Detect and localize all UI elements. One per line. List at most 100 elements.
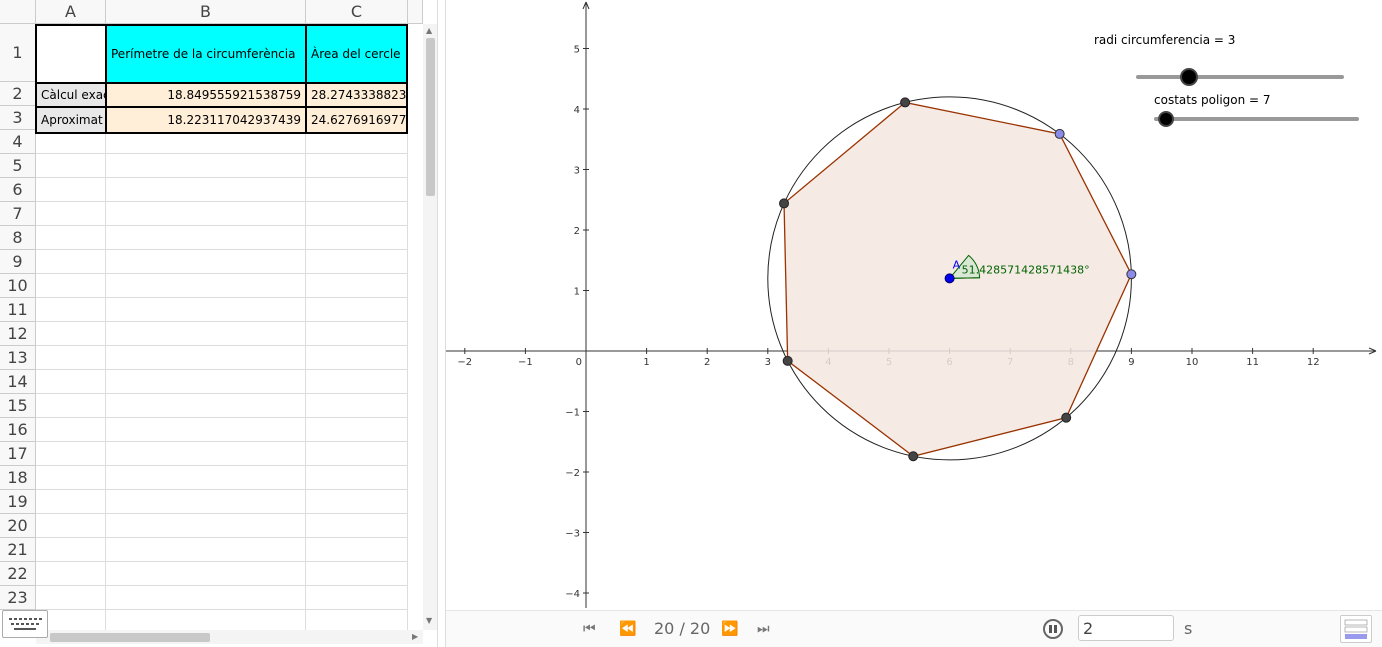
keyboard-icon[interactable] <box>2 610 48 638</box>
row-header-21[interactable]: 21 <box>0 538 36 562</box>
cell-b3[interactable]: 18.223117042937439 <box>105 106 307 134</box>
vertex-point[interactable] <box>1061 412 1072 423</box>
y-tick-label: −4 <box>565 589 580 600</box>
x-tick-label: 1 <box>643 357 649 368</box>
x-tick-label: −1 <box>518 357 533 368</box>
scroll-up-icon[interactable]: ▲ <box>426 26 433 35</box>
x-tick-label: 3 <box>765 357 771 368</box>
animation-toolbar: ⏮ ⏪ 20 / 20 ⏩ ⏭ s <box>446 610 1382 647</box>
row-header-15[interactable]: 15 <box>0 394 36 418</box>
grid-line <box>36 345 407 346</box>
row-header-1[interactable]: 1 <box>0 24 36 82</box>
column-header-b[interactable]: B <box>106 0 306 24</box>
row-header-8[interactable]: 8 <box>0 226 36 250</box>
point-label-a: A <box>953 258 961 271</box>
row-header-4[interactable]: 4 <box>0 130 36 154</box>
row-header-12[interactable]: 12 <box>0 322 36 346</box>
row-header-3[interactable]: 3 <box>0 106 36 130</box>
cell-a3[interactable]: Aproximat <box>35 106 107 134</box>
cell-b1[interactable]: Perímetre de la circumferència <box>105 24 307 84</box>
row-header-14[interactable]: 14 <box>0 370 36 394</box>
row-header-16[interactable]: 16 <box>0 418 36 442</box>
grid-line <box>36 417 407 418</box>
cell-b2[interactable]: 18.849555921538759 <box>105 82 307 108</box>
vertical-scroll-thumb[interactable] <box>426 38 435 196</box>
row-header-10[interactable]: 10 <box>0 274 36 298</box>
slider-sides-knob[interactable] <box>1158 111 1175 127</box>
cell-c1[interactable]: Àrea del cercle <box>305 24 408 84</box>
skip-to-start-icon[interactable]: ⏮ <box>583 621 596 637</box>
row-header-11[interactable]: 11 <box>0 298 36 322</box>
y-tick-label: −2 <box>565 468 580 479</box>
scroll-right-icon[interactable]: ▶ <box>412 632 419 641</box>
row-header-6[interactable]: 6 <box>0 178 36 202</box>
x-axis-arrow-icon <box>1368 347 1377 355</box>
row-header-9[interactable]: 9 <box>0 250 36 274</box>
grid-line <box>36 225 407 226</box>
angle-label: 51.428571428571438° <box>962 263 1090 276</box>
vertical-scrollbar[interactable]: ▲ ▼ <box>423 24 437 630</box>
free-vertex-point[interactable] <box>1126 269 1137 280</box>
y-axis-arrow-icon <box>582 1 590 10</box>
grid-line <box>36 561 407 562</box>
skip-to-end-icon[interactable]: ⏭ <box>757 621 770 637</box>
slider-radius[interactable] <box>1136 68 1344 86</box>
y-tick-label: 4 <box>574 105 580 116</box>
row-header-19[interactable]: 19 <box>0 490 36 514</box>
slider-radius-knob[interactable] <box>1180 68 1198 86</box>
free-vertex-point[interactable] <box>1054 128 1065 139</box>
grid-line <box>36 393 407 394</box>
cell-a1[interactable] <box>35 24 107 84</box>
scroll-down-icon[interactable]: ▼ <box>426 616 433 625</box>
grid-line <box>36 153 407 154</box>
slider-sides[interactable] <box>1154 111 1359 127</box>
grid-line <box>36 489 407 490</box>
pause-icon[interactable] <box>1043 619 1063 639</box>
center-point-a[interactable] <box>944 273 955 284</box>
view-divider[interactable] <box>437 0 446 647</box>
row-header-7[interactable]: 7 <box>0 202 36 226</box>
row-header-2[interactable]: 2 <box>0 82 36 106</box>
row-header-23[interactable]: 23 <box>0 586 36 610</box>
row-header-22[interactable]: 22 <box>0 562 36 586</box>
column-header-c[interactable]: C <box>306 0 408 24</box>
horizontal-scroll-thumb[interactable] <box>50 633 210 642</box>
horizontal-scrollbar[interactable]: ▶ <box>36 630 423 644</box>
algebra-view-icon[interactable] <box>1340 615 1372 643</box>
y-tick-label: −1 <box>565 408 580 419</box>
row-header-13[interactable]: 13 <box>0 346 36 370</box>
cell-c3[interactable]: 24.627691697742 <box>305 106 408 134</box>
grid-line <box>36 297 407 298</box>
row-header-5[interactable]: 5 <box>0 154 36 178</box>
cell-a2[interactable]: Càlcul exacte <box>35 82 107 108</box>
x-tick-label: 12 <box>1307 357 1320 368</box>
step-forward-icon[interactable]: ⏩ <box>721 621 739 637</box>
grid-line <box>36 513 407 514</box>
x-tick-label: 10 <box>1186 357 1199 368</box>
y-tick-label: 1 <box>574 287 580 298</box>
polygon[interactable] <box>783 101 1133 457</box>
vertex-point[interactable] <box>900 97 911 108</box>
speed-unit-label: s <box>1184 619 1193 638</box>
column-header-a[interactable]: A <box>36 0 106 24</box>
x-tick-label: 11 <box>1246 357 1259 368</box>
grid-line <box>305 24 306 630</box>
corner-cell[interactable] <box>0 0 36 24</box>
row-header-20[interactable]: 20 <box>0 514 36 538</box>
step-back-icon[interactable]: ⏪ <box>619 621 637 637</box>
grid-line <box>36 273 407 274</box>
speed-input[interactable] <box>1078 615 1174 641</box>
vertex-point[interactable] <box>908 451 919 462</box>
grid-line <box>36 321 407 322</box>
angle-ray <box>949 277 980 279</box>
row-header-18[interactable]: 18 <box>0 466 36 490</box>
spreadsheet-view[interactable]: A B C 1 2 3 4 5 6 7 8 9 10 11 12 13 14 15 16 17 18 19 20 21 2… <box>0 0 437 647</box>
y-tick-label: −3 <box>565 529 580 540</box>
cell-c2[interactable]: 28.274333882308 <box>305 82 408 108</box>
grid-line <box>36 609 407 610</box>
vertex-point[interactable] <box>782 355 793 366</box>
vertex-point[interactable] <box>779 198 790 209</box>
row-header-17[interactable]: 17 <box>0 442 36 466</box>
